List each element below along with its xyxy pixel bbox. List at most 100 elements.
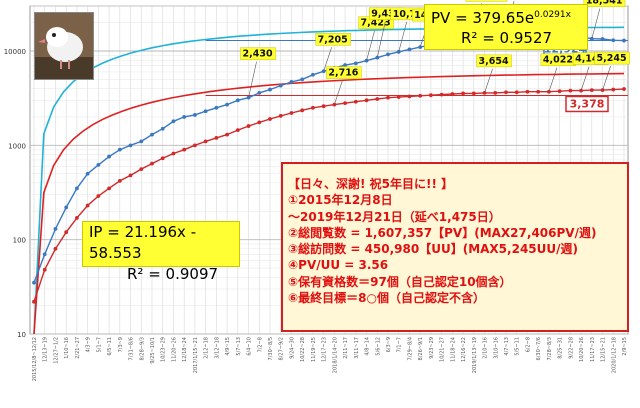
data-label-leader <box>366 30 375 61</box>
x-tick-label: 7/3~9 <box>118 337 124 352</box>
y-tick-label: 10000 <box>4 48 26 56</box>
data-point <box>536 89 541 94</box>
data-label: 2,430 <box>243 49 273 60</box>
x-tick-label: 11/17~23 <box>590 337 596 362</box>
data-point <box>171 151 176 156</box>
data-point <box>418 93 423 98</box>
x-tick-label: 11/18~24 <box>450 337 456 362</box>
ip-r2: R² = 0.9097 <box>127 265 219 283</box>
data-label-box <box>594 51 630 65</box>
data-point <box>75 216 79 220</box>
data-point <box>300 77 305 82</box>
pv-formula-exponent: 0.0291x <box>534 10 571 20</box>
x-tick-label: 2017/1/15~21 <box>193 337 199 373</box>
data-point <box>407 47 412 52</box>
data-point <box>150 132 154 137</box>
x-tick-label: 2/11~17 <box>343 337 349 359</box>
x-tick-label: 5/7~13 <box>236 337 242 356</box>
data-label: 2,716 <box>328 68 358 79</box>
data-point <box>622 87 626 91</box>
data-point <box>611 38 616 43</box>
data-point <box>53 227 58 231</box>
x-tick-label: 1/10~16 <box>64 337 70 359</box>
data-label-leader <box>323 47 332 72</box>
x-tick-label: 2018/1/14~20 <box>332 337 338 373</box>
data-point <box>32 299 36 304</box>
data-label-leader <box>398 21 408 52</box>
data-label: 3,654 <box>479 56 509 67</box>
x-axis: 2015/12/8~12/12 12/13~19 12/27~1/2 1/10~16 2… <box>32 337 628 381</box>
x-tick-label: 4/3~9 <box>86 337 92 352</box>
data-point <box>568 88 573 93</box>
data-point <box>96 163 101 167</box>
x-tick-label: 6/3~9 <box>386 337 392 352</box>
x-tick-label: 12/17~23 <box>322 337 328 362</box>
summary-line: ③総訪問数 = 450,980【UU】(MAX5,245UU/週) <box>288 242 578 257</box>
data-point <box>85 171 90 176</box>
data-point <box>160 156 165 161</box>
x-tick-label: 9/23~29 <box>429 337 435 359</box>
data-point <box>557 89 562 94</box>
data-label-leader <box>602 66 611 91</box>
data-label-box <box>583 0 626 7</box>
data-point <box>214 105 219 110</box>
data-point <box>471 91 476 96</box>
x-tick-label: 6/2~8 <box>525 337 531 352</box>
data-point <box>107 154 111 159</box>
x-tick-label: 7/28~8/3 <box>547 337 553 360</box>
data-label-box <box>465 0 508 2</box>
x-tick-label: 4/8~14 <box>365 337 371 356</box>
data-point <box>300 108 305 113</box>
data-point <box>182 115 187 119</box>
data-point <box>311 105 315 110</box>
data-point <box>600 37 605 41</box>
data-point <box>386 52 390 57</box>
data-label-leader <box>548 67 558 92</box>
data-label-leader <box>334 80 343 105</box>
summary-line: ②総閲覧数 = 1,607,357【PV】(MAX27,406PV/週) <box>288 225 597 240</box>
data-point <box>64 230 69 235</box>
data-point <box>375 97 380 101</box>
data-point <box>160 126 165 131</box>
x-tick-label: 2/9~15 <box>622 337 628 356</box>
data-point <box>246 124 251 128</box>
data-point <box>235 128 240 133</box>
x-tick-label: 9/22~28 <box>568 337 574 359</box>
data-point <box>396 95 401 99</box>
x-tick-label: 2015/12/8~12/12 <box>32 337 38 381</box>
summary-line: ⑤保有資格数＝97個（自己認定10個含） <box>288 274 512 289</box>
x-tick-label: 2020/1/12~18 <box>611 337 617 373</box>
data-point <box>311 72 315 77</box>
data-point <box>107 186 111 191</box>
x-tick-label: 10/22~28 <box>300 337 306 362</box>
pv-trend-formula: PV = 379.65e0.0291x R² = 0.9527 <box>424 4 588 50</box>
summary-line: ④PV/UU = 3.56 <box>288 258 389 273</box>
data-point <box>235 98 240 103</box>
data-point <box>461 91 465 96</box>
pv-formula-prefix: PV = 379.65e <box>431 9 535 27</box>
x-tick-label: 7/2~8 <box>257 337 263 352</box>
data-point <box>589 36 594 41</box>
data-label-leader <box>580 66 590 91</box>
x-tick-label: 2/21~27 <box>75 337 81 359</box>
data-point <box>257 90 262 95</box>
data-point <box>85 203 90 208</box>
x-tick-label: 6/5~11 <box>107 337 113 356</box>
data-point <box>128 173 133 178</box>
data-label: 10,727 <box>393 9 430 20</box>
x-tick-label: 7/1~7 <box>397 337 403 352</box>
x-tick-label: 12/18~24 <box>182 337 188 362</box>
data-point <box>150 161 154 166</box>
x-tick-label: 10/23~29 <box>161 337 167 362</box>
data-point <box>268 117 272 121</box>
data-point <box>225 102 229 107</box>
data-point <box>139 139 144 144</box>
data-point <box>128 143 133 148</box>
data-label-box <box>326 66 362 79</box>
data-point <box>96 194 101 198</box>
data-point <box>193 143 197 148</box>
data-point <box>139 167 144 171</box>
data-point <box>42 252 47 257</box>
data-point <box>64 205 69 210</box>
